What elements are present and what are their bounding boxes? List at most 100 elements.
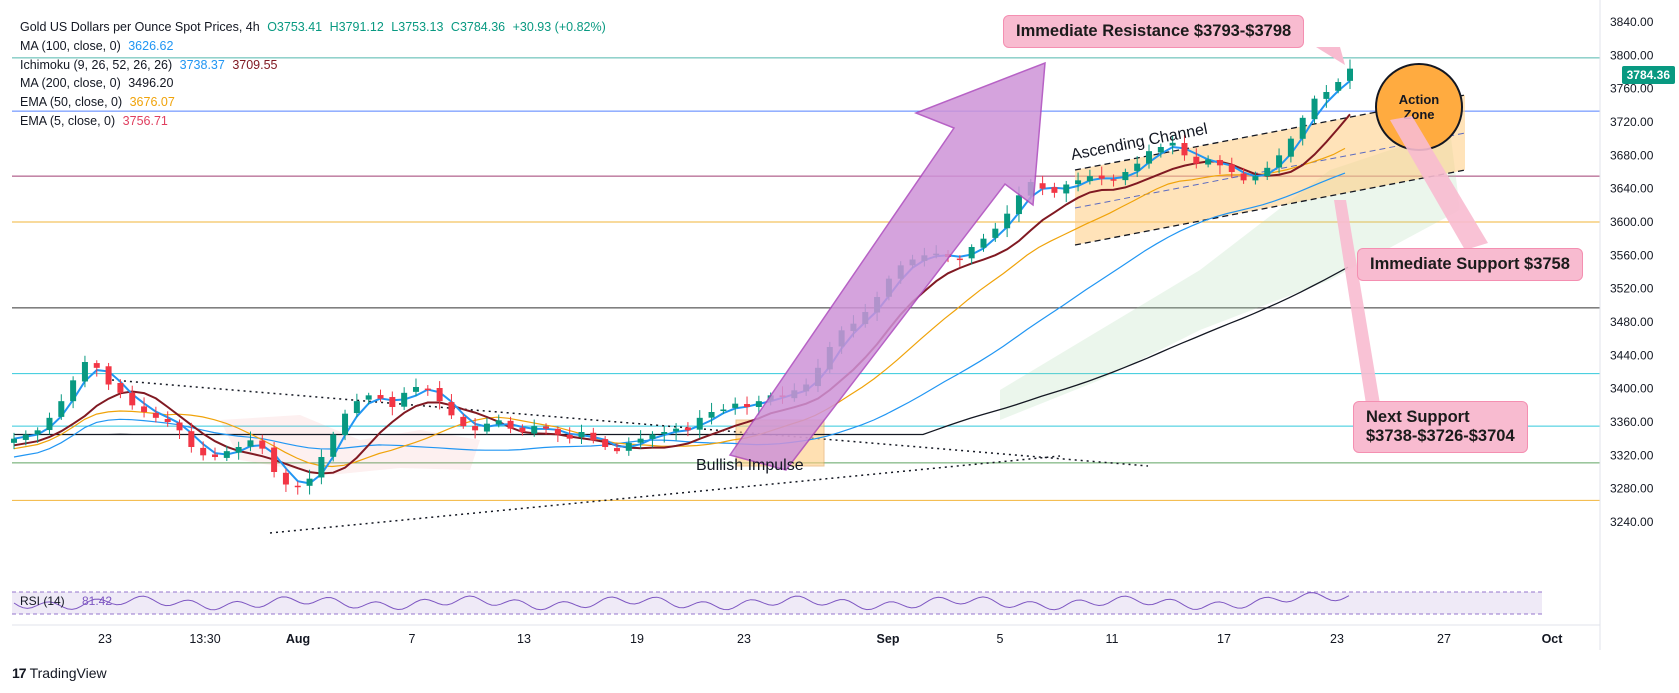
candle-body [1216,159,1223,166]
symbol-title[interactable]: Gold US Dollars per Ounce Spot Prices, 4… [20,20,260,34]
candle-body [1098,175,1105,179]
candle-body [483,423,490,432]
price-tick-label: 3800.00 [1610,48,1654,62]
indicator-row[interactable]: MA (200, close, 0) 3496.20 [20,74,610,93]
indicator-value: 3738.37 [179,57,225,72]
candle-body [188,431,195,447]
indicator-value-2: 3709.55 [232,57,278,72]
candle-body [259,440,266,449]
rsi-label: RSI (14) [20,594,65,608]
time-tick-label: 5 [997,632,1004,646]
time-tick-label: 11 [1106,632,1119,646]
price-tick-label: 3560.00 [1610,248,1654,262]
candle-body [1086,176,1093,182]
indicator-row[interactable]: MA (100, close, 0) 3626.62 [20,37,610,56]
candle-body [1193,156,1200,164]
candle-body [732,403,739,408]
candle-body [330,434,337,457]
candle-body [1252,176,1259,181]
candle-body [1276,155,1283,168]
rsi-line [13,592,1350,611]
candle-body [152,412,159,418]
ichimoku-cloud-early [220,415,480,475]
close-value: C3784.36 [450,20,506,34]
candle-body [1146,151,1153,164]
low-value: L3753.13 [391,20,444,34]
price-tick-label: 3480.00 [1610,315,1654,329]
candle-body [1110,179,1117,181]
candle-body [1228,164,1235,172]
triangle-lower-line [269,455,1061,534]
ohlc-row: Gold US Dollars per Ounce Spot Prices, 4… [20,18,610,37]
candle-body [637,438,644,443]
candle-body [211,454,218,457]
candle-body [282,472,289,485]
next-support-callout: Next Support $3738-$3726-$3704 [1353,401,1528,453]
candle-body [141,406,148,412]
bullish-impulse-label: Bullish Impulse [696,457,804,474]
candle-body [1075,180,1082,185]
candle-body [625,442,632,451]
candle-body [1169,142,1176,146]
price-tick-label: 3440.00 [1610,348,1654,362]
indicator-row[interactable]: EMA (50, close, 0) 3676.07 [20,93,610,112]
price-tick-label: 3840.00 [1610,15,1654,29]
candle-body [58,401,65,417]
ma-200-line [14,266,1349,436]
candle-body [673,428,680,432]
candle-body [318,457,325,478]
candle-body [200,447,207,456]
indicator-row[interactable]: Ichimoku (9, 26, 52, 26, 26) 3738.37 370… [20,56,610,75]
candle-body [543,426,550,429]
candle-body [1015,195,1022,215]
candle-body [34,430,41,435]
next-support-levels: $3738-$3726-$3704 [1366,427,1515,445]
chart-legend: Gold US Dollars per Ounce Spot Prices, 4… [20,18,610,131]
next-support-title: Next Support [1366,408,1470,426]
indicator-value: 3626.62 [128,38,174,53]
current-price-tag: 3784.36 [1621,66,1675,84]
candle-body [472,426,479,431]
candle-body [1181,143,1188,156]
change-value: +30.93 (+0.82%) [512,20,606,34]
time-tick-label: 13:30 [189,632,220,646]
candle-body [1311,98,1318,120]
brand-name: TradingView [29,665,107,681]
indicator-row[interactable]: EMA (5, close, 0) 3756.71 [20,112,610,131]
candle-body [554,428,561,435]
time-axis: 23 13:30 Aug 7 13 19 23 Sep 5 11 17 23 27 Oct [98,632,1563,646]
candle-body [223,451,230,458]
tradingview-logo-icon: 17 [12,665,27,681]
candle-body [46,417,53,431]
candle-body [365,395,372,400]
candle-body [519,427,526,432]
candle-body [164,418,171,422]
candle-body [1004,213,1011,229]
candle-body [117,382,124,393]
candle-body [531,426,538,434]
candle-body [720,409,727,411]
candle-body [1264,167,1271,177]
price-tick-label: 3520.00 [1610,282,1654,296]
price-tick-label: 3720.00 [1610,115,1654,129]
candle-body [1063,184,1070,194]
candle-body [1205,159,1212,165]
price-tick-label: 3360.00 [1610,415,1654,429]
candle-body [436,388,443,402]
candle-body [22,434,29,440]
candle-body [235,447,242,453]
candle-body [495,420,502,425]
brand[interactable]: 17 TradingView [12,665,107,681]
price-tick-label: 3640.00 [1610,182,1654,196]
candle-body [424,388,431,391]
candle-body [1287,138,1294,157]
candle-body [377,395,384,399]
candle-body [613,448,620,452]
candle-body [93,363,100,368]
candle-body [1122,172,1129,181]
price-tick-label: 3600.00 [1610,215,1654,229]
candle-body [306,478,313,486]
candle-body [448,402,455,416]
resistance-pointer [1316,47,1345,65]
